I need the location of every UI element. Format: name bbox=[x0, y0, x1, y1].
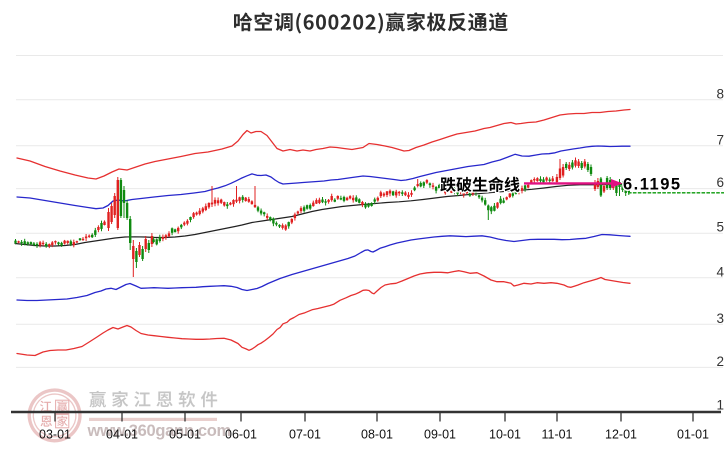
svg-text:10-01: 10-01 bbox=[489, 428, 521, 442]
svg-text:08-01: 08-01 bbox=[361, 428, 393, 442]
svg-text:1: 1 bbox=[716, 398, 724, 413]
svg-text:5: 5 bbox=[716, 220, 724, 235]
svg-text:www.360gann.com: www.360gann.com bbox=[87, 422, 231, 440]
svg-text:12-01: 12-01 bbox=[605, 428, 637, 442]
svg-text:06-01: 06-01 bbox=[225, 428, 257, 442]
svg-text:3: 3 bbox=[716, 311, 724, 326]
svg-text:07-01: 07-01 bbox=[289, 428, 321, 442]
svg-text:8: 8 bbox=[716, 86, 724, 101]
svg-text:03-01: 03-01 bbox=[39, 428, 71, 442]
svg-text:09-01: 09-01 bbox=[424, 428, 456, 442]
svg-text:6.1195: 6.1195 bbox=[623, 176, 682, 194]
svg-text:6: 6 bbox=[716, 175, 724, 190]
svg-text:11-01: 11-01 bbox=[541, 428, 572, 442]
svg-text:2: 2 bbox=[716, 354, 724, 369]
svg-text:7: 7 bbox=[716, 132, 724, 147]
svg-text:4: 4 bbox=[716, 264, 724, 279]
svg-text:05-01: 05-01 bbox=[169, 428, 201, 442]
svg-text:01-01: 01-01 bbox=[677, 428, 709, 442]
svg-text:04-01: 04-01 bbox=[106, 428, 138, 442]
